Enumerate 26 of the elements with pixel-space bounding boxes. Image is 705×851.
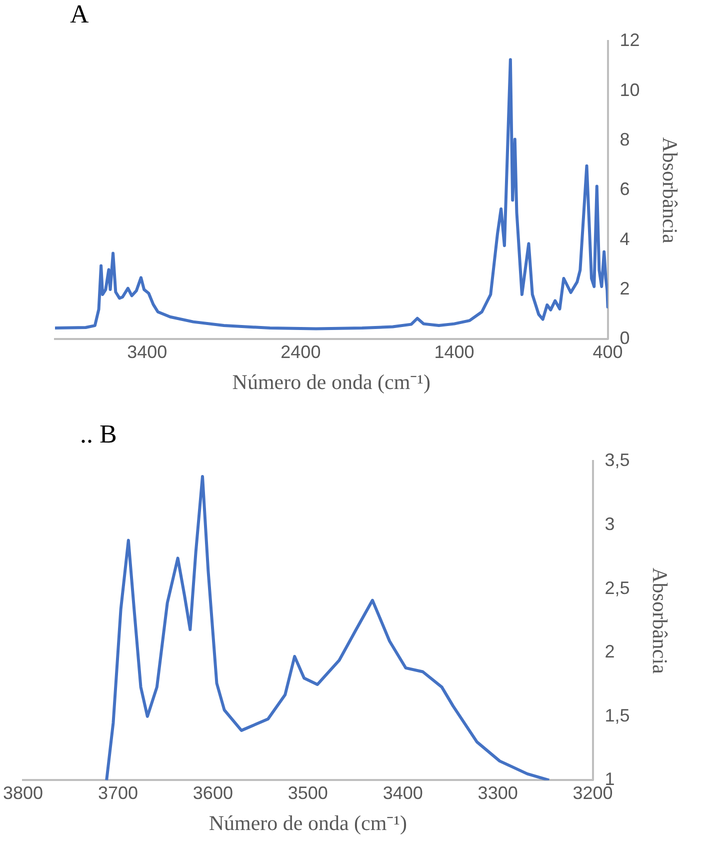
x-tick-label: 3700 bbox=[98, 782, 138, 803]
y-tick-label: 10 bbox=[620, 80, 640, 100]
y-tick-label: 2,5 bbox=[604, 578, 630, 598]
y-tick-label: 1,5 bbox=[604, 705, 630, 726]
x-tick-label: 3500 bbox=[288, 782, 328, 803]
x-tick-label: 3600 bbox=[192, 782, 233, 803]
x-tick-label: 3400 bbox=[127, 342, 168, 362]
x-tick-label: 2400 bbox=[280, 342, 321, 362]
x-tick-label: 3400 bbox=[382, 782, 423, 803]
y-tick-label: 6 bbox=[620, 179, 630, 200]
chart-title: A bbox=[70, 0, 89, 28]
y-tick-label: 2 bbox=[604, 642, 615, 662]
y-axis-title: Absorbância bbox=[658, 137, 682, 244]
y-tick-label: 4 bbox=[620, 228, 630, 249]
x-axis-title: Número de onda (cm⁻¹) bbox=[232, 370, 430, 394]
y-tick-label: 3 bbox=[604, 514, 615, 534]
chart-title: .. B bbox=[80, 419, 117, 448]
x-axis-title: Número de onda (cm⁻¹) bbox=[208, 810, 407, 835]
x-tick-label: 3800 bbox=[3, 782, 44, 803]
y-tick-label: 3,5 bbox=[604, 450, 630, 470]
y-tick-label: 2 bbox=[620, 278, 630, 298]
y-tick-label: 12 bbox=[620, 30, 640, 50]
x-tick-label: 3300 bbox=[478, 782, 518, 803]
y-tick-label: 8 bbox=[620, 130, 630, 150]
x-tick-label: 1400 bbox=[434, 342, 474, 362]
y-axis-title: Absorbância bbox=[648, 568, 672, 674]
